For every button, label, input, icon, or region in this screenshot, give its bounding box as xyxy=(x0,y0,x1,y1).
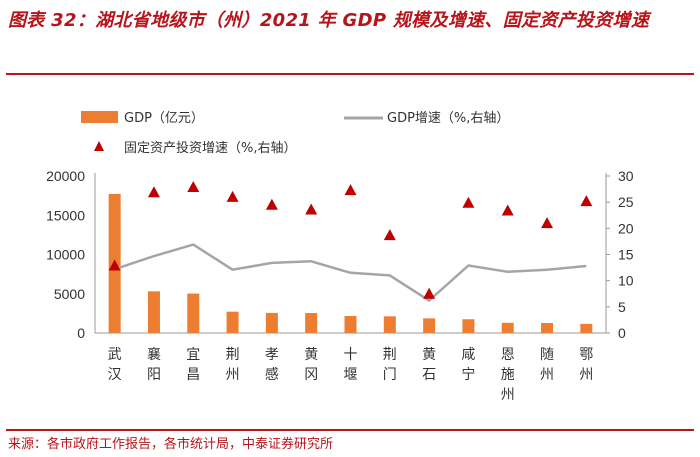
right-tick-label: 25 xyxy=(618,194,634,210)
right-tick-label: 0 xyxy=(618,325,626,341)
category-label: 十堰 xyxy=(344,347,358,383)
investment-growth-marker-8 xyxy=(383,229,396,241)
investment-growth-marker-1 xyxy=(108,259,121,271)
gdp-bar-6 xyxy=(305,313,318,333)
gdp-bar-9 xyxy=(423,318,436,333)
gdp-bar-4 xyxy=(226,311,239,333)
gdp-bar-10 xyxy=(462,319,475,333)
investment-growth-marker-3 xyxy=(187,180,200,192)
investment-growth-marker-7 xyxy=(344,184,357,196)
category-label: 黄冈 xyxy=(304,346,318,383)
category-label: 宜昌 xyxy=(186,347,200,383)
investment-growth-marker-2 xyxy=(147,186,160,198)
investment-growth-marker-4 xyxy=(226,190,239,202)
left-tick-label: 5000 xyxy=(54,286,85,302)
category-label: 孝感 xyxy=(265,347,279,383)
gdp-bar-12 xyxy=(541,323,554,333)
category-label: 荆州 xyxy=(226,347,240,383)
category-label: 鄂州 xyxy=(579,347,593,383)
right-tick-label: 15 xyxy=(618,247,634,263)
category-label: 随州 xyxy=(540,347,554,383)
legend-label-gdp-growth: GDP增速（%,右轴） xyxy=(387,111,509,126)
right-tick-label: 30 xyxy=(618,168,634,184)
investment-growth-marker-13 xyxy=(580,195,593,207)
left-tick-label: 10000 xyxy=(46,247,85,263)
left-tick-label: 15000 xyxy=(46,207,85,223)
gdp-bar-5 xyxy=(265,312,278,333)
right-tick-label: 5 xyxy=(618,299,626,315)
gdp-bar-3 xyxy=(187,293,200,333)
gdp-bar-2 xyxy=(147,291,160,333)
investment-growth-marker-11 xyxy=(501,204,514,216)
investment-growth-marker-5 xyxy=(265,198,278,210)
category-label: 荆门 xyxy=(383,347,397,383)
left-axis-ticks: 0 5000 10000 15000 20000 xyxy=(46,168,85,341)
gdp-bar-7 xyxy=(344,316,357,333)
investment-growth-marker-12 xyxy=(541,217,554,229)
investment-growth-markers xyxy=(108,180,593,299)
left-tick-label: 0 xyxy=(77,325,85,341)
chart-title: 图表 32：湖北省地级市（州）2021 年 GDP 规模及增速、固定资产投资增速 xyxy=(8,10,650,31)
investment-growth-marker-6 xyxy=(305,203,318,215)
category-label: 恩施州 xyxy=(501,347,515,403)
right-tick-label: 20 xyxy=(618,220,634,236)
gdp-bars xyxy=(108,193,593,333)
right-tick-label: 10 xyxy=(618,273,634,289)
source-note: 来源：各市政府工作报告，各市统计局，中泰证券研究所 xyxy=(8,437,334,452)
legend-label-gdp: GDP（亿元） xyxy=(124,111,204,126)
legend-bar-swatch xyxy=(81,111,118,123)
gdp-bar-8 xyxy=(383,316,396,333)
category-label: 咸宁 xyxy=(461,347,475,383)
investment-growth-marker-9 xyxy=(423,287,436,299)
category-label: 襄阳 xyxy=(147,347,161,383)
left-tick-label: 20000 xyxy=(46,168,85,184)
title-rule xyxy=(6,73,694,75)
gdp-growth-line xyxy=(114,243,587,302)
source-rule xyxy=(6,429,694,431)
gdp-growth-polyline xyxy=(114,243,587,302)
right-axis-ticks: 0 5 10 15 20 25 30 xyxy=(606,168,634,341)
category-label: 武汉 xyxy=(108,347,122,383)
category-label: 黄石 xyxy=(422,346,436,383)
legend-marker-swatch xyxy=(94,141,104,151)
gdp-bar-11 xyxy=(501,322,514,333)
investment-growth-marker-10 xyxy=(462,196,475,208)
chart-canvas: GDP（亿元） GDP增速（%,右轴） 固定资产投资增速（%,右轴） 0 5000… xyxy=(46,111,634,403)
gdp-bar-13 xyxy=(580,323,593,333)
legend-label-investment-growth: 固定资产投资增速（%,右轴） xyxy=(124,140,297,156)
